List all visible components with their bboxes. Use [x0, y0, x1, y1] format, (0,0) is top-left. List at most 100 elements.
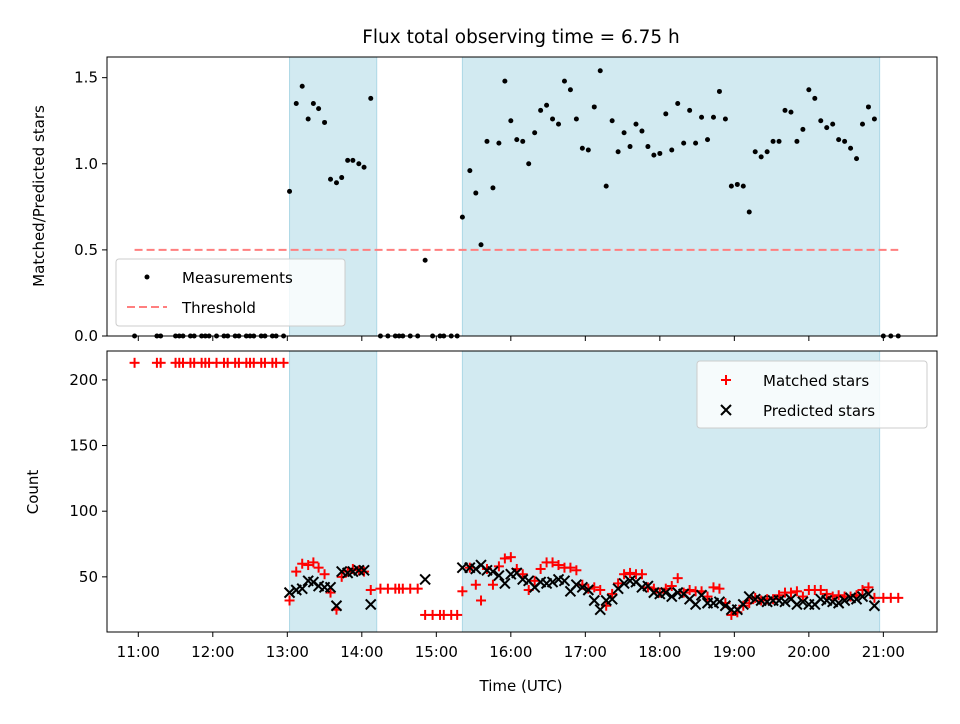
marker-stroke — [552, 573, 565, 586]
matched-point — [821, 588, 832, 599]
matched-point — [476, 595, 487, 606]
marker-stroke — [642, 580, 654, 592]
predicted-point — [570, 579, 583, 591]
measurement-point — [556, 121, 562, 127]
matched-point — [791, 586, 802, 597]
marker-stroke — [791, 598, 803, 611]
bottom-panel: 11:00 12:00 13:00 14:00 15:00 16:00 17:00 18:00… — [69, 350, 938, 661]
matched-point — [308, 557, 319, 568]
measurement-point — [597, 68, 603, 74]
y-tick-label: 1.5 — [74, 69, 98, 87]
matched-point — [571, 565, 582, 576]
marker-stroke — [499, 577, 511, 590]
y-tick-label: 100 — [69, 502, 98, 520]
matched-point — [278, 357, 289, 368]
marker-stroke — [689, 598, 702, 611]
predicted-point — [558, 575, 571, 587]
matched-point — [625, 567, 636, 578]
marker-stroke — [618, 577, 630, 590]
measurement-point — [567, 87, 573, 93]
marker-stroke — [672, 586, 684, 599]
predicted-point — [365, 598, 377, 611]
matched-point — [412, 583, 423, 594]
predicted-point — [779, 596, 791, 608]
x-tick-label: 15:00 — [415, 643, 458, 661]
plot-frame — [106, 56, 938, 337]
measurement-point — [669, 147, 675, 153]
predicted-point — [689, 598, 702, 611]
measurement-point — [356, 161, 362, 167]
predicted-point — [791, 598, 803, 611]
predicted-point — [358, 564, 370, 576]
measurement-point — [573, 116, 579, 122]
measurement-point — [752, 149, 758, 155]
measurement-point — [310, 101, 316, 106]
matched-point — [833, 590, 844, 601]
x-tick-label: 16:00 — [489, 643, 532, 661]
predicted-point — [838, 594, 851, 607]
matched-point — [365, 584, 376, 595]
marker-stroke — [594, 603, 606, 616]
y-tick-label: 200 — [69, 371, 98, 389]
marker-stroke — [606, 593, 618, 605]
matched-point — [535, 563, 546, 574]
measurement-point — [734, 181, 740, 187]
measurement-point — [794, 138, 800, 144]
matched-point — [129, 357, 140, 368]
measurement-point — [776, 138, 782, 144]
marker-stroke — [481, 564, 493, 576]
top-y-axis-label: Matched/Predicted stars — [30, 105, 48, 287]
top-legend: Measurements Threshold — [115, 258, 346, 327]
predicted-point — [862, 588, 875, 600]
matched-point — [291, 566, 302, 577]
measurement-point — [293, 101, 299, 106]
matched-point — [470, 579, 481, 590]
matched-point — [452, 609, 463, 620]
matched-point — [499, 553, 510, 564]
predicted-point — [283, 586, 296, 599]
marker-stroke — [358, 564, 370, 576]
measurement-point — [758, 154, 764, 160]
y-tick-label: 150 — [69, 437, 98, 455]
matched-point — [487, 579, 498, 590]
measurement-point — [770, 138, 776, 144]
matched-point — [505, 552, 516, 563]
measurement-point — [824, 125, 830, 131]
predicted-point — [660, 586, 672, 599]
matched-point — [636, 569, 647, 580]
marker-stroke — [353, 564, 365, 576]
bottom-y-axis-label: Count — [24, 470, 42, 515]
measurement-point — [422, 257, 428, 263]
measurement-point — [322, 119, 328, 125]
marker-stroke — [624, 575, 636, 587]
predicted-point — [588, 594, 600, 607]
y-tick-label: 1.0 — [74, 155, 98, 173]
marker-stroke — [862, 588, 875, 600]
predicted-point — [713, 596, 726, 608]
measurement-point — [490, 185, 496, 191]
predicted-point — [797, 596, 809, 608]
predicted-point — [576, 581, 589, 594]
measurement-point — [693, 140, 699, 146]
predicted-point — [832, 597, 845, 609]
matched-point — [607, 588, 618, 599]
marker-stroke — [588, 594, 600, 607]
measurement-point — [520, 138, 526, 144]
x-axis-label: Time (UTC) — [479, 677, 563, 695]
marker-stroke — [570, 579, 583, 591]
matched-point — [565, 562, 576, 573]
marker-stroke — [330, 600, 343, 612]
measurement-point — [645, 144, 651, 150]
measurement-point — [830, 121, 836, 127]
marker-stroke — [713, 596, 726, 608]
measurement-point — [746, 209, 752, 215]
marker-stroke — [821, 594, 833, 607]
marker-stroke — [797, 596, 809, 608]
plot-frame — [106, 350, 938, 633]
predicted-point — [493, 569, 505, 582]
predicted-point — [737, 598, 749, 611]
legend-label-predicted: Predicted stars — [763, 402, 875, 420]
matched-point — [708, 582, 719, 593]
legend-box — [115, 258, 346, 327]
